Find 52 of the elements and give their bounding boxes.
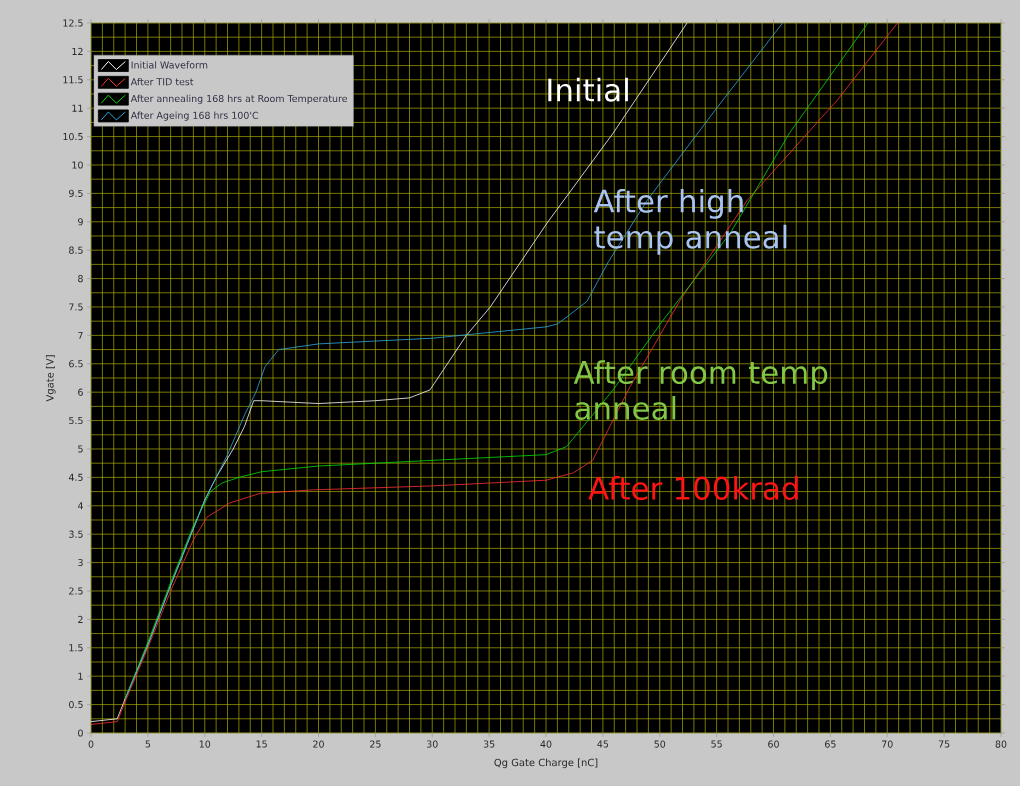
y-tick-label: 11 xyxy=(72,104,83,112)
x-tick-label: 25 xyxy=(370,740,381,748)
y-tick-label: 11.5 xyxy=(63,76,83,84)
y-tick-label: 5 xyxy=(78,445,83,453)
legend-label: After annealing 168 hrs at Room Temperature xyxy=(130,94,348,104)
x-tick-label: 0 xyxy=(88,740,94,748)
x-tick-label: 10 xyxy=(199,740,211,748)
y-tick-label: 6 xyxy=(78,388,83,396)
y-tick-label: 9 xyxy=(78,218,83,226)
y-tick-label: 9.5 xyxy=(69,189,83,197)
y-tick-label: 12.5 xyxy=(63,19,83,27)
annotation: Initial xyxy=(548,77,628,102)
y-tick-label: 3.5 xyxy=(69,530,83,538)
x-tick-label: 60 xyxy=(768,740,779,748)
y-tick-label: 0 xyxy=(78,729,83,737)
annotation: After 100krad xyxy=(588,476,798,500)
x-tick-label: 40 xyxy=(540,740,552,748)
y-tick-label: 7 xyxy=(78,331,83,339)
x-tick-label: 5 xyxy=(145,740,151,748)
y-tick-label: 8.5 xyxy=(69,246,83,254)
y-tick-label: 4.5 xyxy=(68,473,83,481)
y-tick-label: 5.5 xyxy=(69,417,83,425)
x-tick-label: 75 xyxy=(938,740,950,748)
y-axis-title: Vgate [V] xyxy=(45,355,56,402)
x-tick-label: 30 xyxy=(426,740,438,748)
x-tick-label: 80 xyxy=(995,740,1007,748)
legend-label: After Ageing 168 hrs 100'C xyxy=(130,111,259,121)
x-tick-label: 50 xyxy=(654,740,666,748)
y-tick-label: 4 xyxy=(77,502,83,510)
y-tick-label: 8 xyxy=(78,275,83,283)
y-tick-label: 2.5 xyxy=(69,587,83,595)
y-tick-label: 3 xyxy=(78,559,83,567)
y-tick-label: 0.5 xyxy=(69,701,83,709)
x-tick-label: 70 xyxy=(882,740,893,748)
x-tick-label: 15 xyxy=(256,740,267,748)
x-tick-label: 45 xyxy=(597,740,609,748)
y-tick-label: 10 xyxy=(72,161,83,169)
y-tick-label: 7.5 xyxy=(69,303,83,311)
y-tick-label: 10.5 xyxy=(63,132,83,141)
legend-label: Initial Waveform xyxy=(131,61,208,69)
y-tick-label: 2 xyxy=(78,615,83,623)
y-tick-label: 12 xyxy=(72,47,83,55)
x-tick-label: 55 xyxy=(711,740,722,748)
y-tick-label: 1 xyxy=(78,672,83,680)
legend-label: After TID test xyxy=(130,77,194,86)
x-tick-label: 65 xyxy=(825,740,836,748)
annotation: After high temp anneal xyxy=(593,188,787,255)
x-axis-title: Qg Gate Charge [nC] xyxy=(494,758,598,769)
x-tick-label: 20 xyxy=(313,740,324,748)
y-tick-label: 6.5 xyxy=(69,360,83,368)
y-tick-label: 1.5 xyxy=(69,644,83,652)
x-tick-label: 35 xyxy=(483,740,495,748)
